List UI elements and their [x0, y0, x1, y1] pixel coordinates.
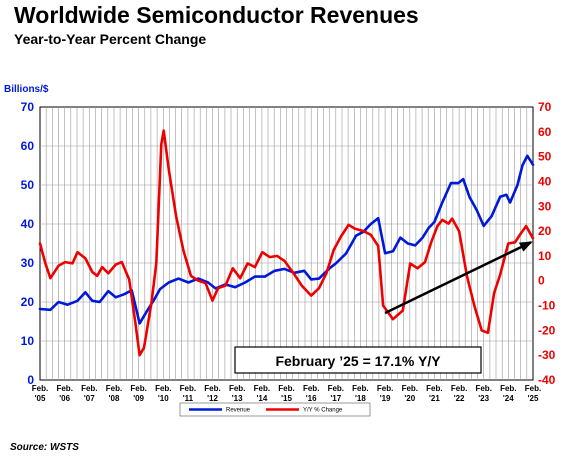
x-tick-label: '19 — [380, 394, 391, 403]
y-right-tick-label: 30 — [538, 199, 552, 213]
x-tick-label: Feb. — [303, 384, 319, 393]
y-right-tick-label: 20 — [538, 224, 552, 238]
x-tick-label: '13 — [232, 394, 243, 403]
legend-yoy-label: Y/Y % Change — [303, 408, 343, 414]
x-tick-label: '11 — [183, 394, 194, 403]
x-tick-label: '07 — [84, 394, 95, 403]
y-right-tick-label: 50 — [538, 150, 552, 164]
annotation-box — [234, 346, 482, 374]
x-tick-label: Feb. — [426, 384, 442, 393]
y-left-tick-label: 0 — [27, 373, 34, 387]
y-right-tick-label: 40 — [538, 175, 552, 189]
x-tick-label: Feb. — [500, 384, 516, 393]
x-tick-label: Feb. — [475, 384, 491, 393]
x-tick-label: Feb. — [451, 384, 467, 393]
y-left-tick-label: 50 — [21, 178, 35, 192]
y-right-tick-label: -40 — [538, 373, 556, 387]
x-tick-label: Feb. — [352, 384, 368, 393]
x-tick-label: Feb. — [180, 384, 196, 393]
x-tick-label: '17 — [330, 394, 341, 403]
x-tick-label: Feb. — [155, 384, 171, 393]
chart-title: Worldwide Semiconductor Revenues — [14, 2, 419, 28]
x-tick-label: Feb. — [204, 384, 220, 393]
x-tick-label: Feb. — [81, 384, 97, 393]
chart-subtitle: Year-to-Year Percent Change — [14, 31, 207, 47]
trend-arrow-line — [384, 241, 532, 315]
source-note: Source: WSTS — [10, 442, 79, 453]
x-tick-label: '15 — [281, 394, 292, 403]
x-tick-label: Feb. — [402, 384, 418, 393]
y-right-tick-label: -20 — [538, 323, 556, 337]
x-tick-label: '24 — [503, 394, 514, 403]
x-tick-label: Feb. — [130, 384, 146, 393]
y-left-tick-label: 30 — [21, 256, 35, 270]
x-tick-label: '18 — [355, 394, 366, 403]
x-tick-label: '21 — [429, 394, 440, 403]
y-left-tick-label: 60 — [21, 139, 35, 153]
y-left-tick-label: 40 — [21, 217, 35, 231]
y-axis-left-label: Billions/$ — [4, 84, 49, 95]
x-tick-label: Feb. — [254, 384, 270, 393]
x-tick-label: Feb. — [328, 384, 344, 393]
trend-arrow-head — [518, 241, 533, 252]
x-tick-label: '22 — [454, 394, 465, 403]
x-tick-label: '12 — [207, 394, 218, 403]
y-right-tick-label: 0 — [538, 274, 545, 288]
x-tick-label: '23 — [478, 394, 489, 403]
y-right-tick-label: -30 — [538, 348, 556, 362]
x-tick-label: Feb. — [106, 384, 122, 393]
y-right-tick-label: 70 — [538, 100, 552, 114]
yoy-change-series-line — [38, 129, 535, 357]
x-tick-label: '14 — [256, 394, 267, 403]
x-tick-label: Feb. — [229, 384, 245, 393]
y-right-tick-label: 10 — [538, 249, 552, 263]
x-tick-label: Feb. — [32, 384, 48, 393]
y-left-tick-label: 20 — [21, 295, 35, 309]
annotation-text: February ’25 = 17.1% Y/Y — [275, 353, 441, 369]
x-tick-label: '20 — [404, 394, 415, 403]
x-tick-label: Feb. — [377, 384, 393, 393]
chart-canvas: 0 10 20 30 40 50 60 70 -40 -30 -20 -10 0 10 20 30 40 50 60… — [21, 100, 556, 417]
x-tick-label: '16 — [306, 394, 317, 403]
x-tick-label: '08 — [109, 394, 120, 403]
x-tick-label: '05 — [35, 394, 46, 403]
legend-revenue-label: Revenue — [226, 408, 251, 414]
x-tick-label: Feb. — [525, 384, 541, 393]
y-right-tick-label: -10 — [538, 299, 556, 313]
y-left-tick-label: 10 — [21, 334, 35, 348]
x-tick-label: '06 — [59, 394, 70, 403]
x-tick-label: Feb. — [278, 384, 294, 393]
x-tick-label: Feb. — [56, 384, 72, 393]
revenue-series-line — [38, 154, 535, 325]
x-tick-label: '25 — [528, 394, 539, 403]
y-right-tick-label: 60 — [538, 125, 552, 139]
x-tick-label: '09 — [133, 394, 144, 403]
x-tick-label: '10 — [158, 394, 169, 403]
y-left-tick-label: 70 — [21, 100, 35, 114]
